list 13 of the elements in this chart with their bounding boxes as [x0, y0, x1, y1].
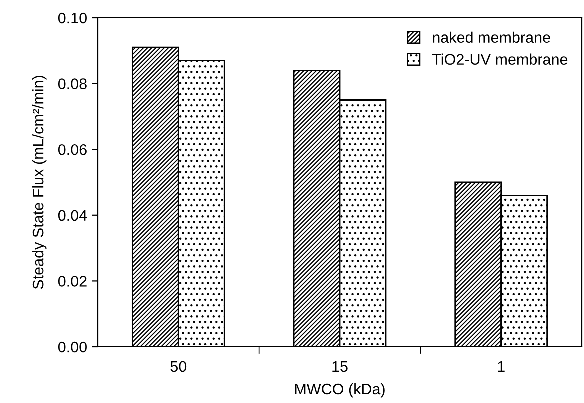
legend-label: naked membrane — [433, 32, 550, 44]
x-tick-label: 1 — [498, 361, 505, 372]
y-tick-label: 0.02 — [58, 276, 87, 287]
y-axis-title: Steady State Flux (mL/cm²/min) — [32, 76, 47, 290]
x-tick-label: 50 — [170, 361, 187, 372]
y-tick-label: 0.10 — [58, 12, 87, 24]
y-tick-label: 0.06 — [58, 144, 87, 156]
y-tick-label: 0.00 — [58, 342, 87, 353]
x-tick-label: 15 — [332, 361, 348, 372]
legend-label: TiO2-UV membrane — [432, 54, 568, 66]
y-tick-label: 0.08 — [58, 78, 87, 90]
y-tick-label: 0.04 — [58, 210, 88, 222]
x-axis-title: MWCO (kDa) — [295, 383, 385, 398]
